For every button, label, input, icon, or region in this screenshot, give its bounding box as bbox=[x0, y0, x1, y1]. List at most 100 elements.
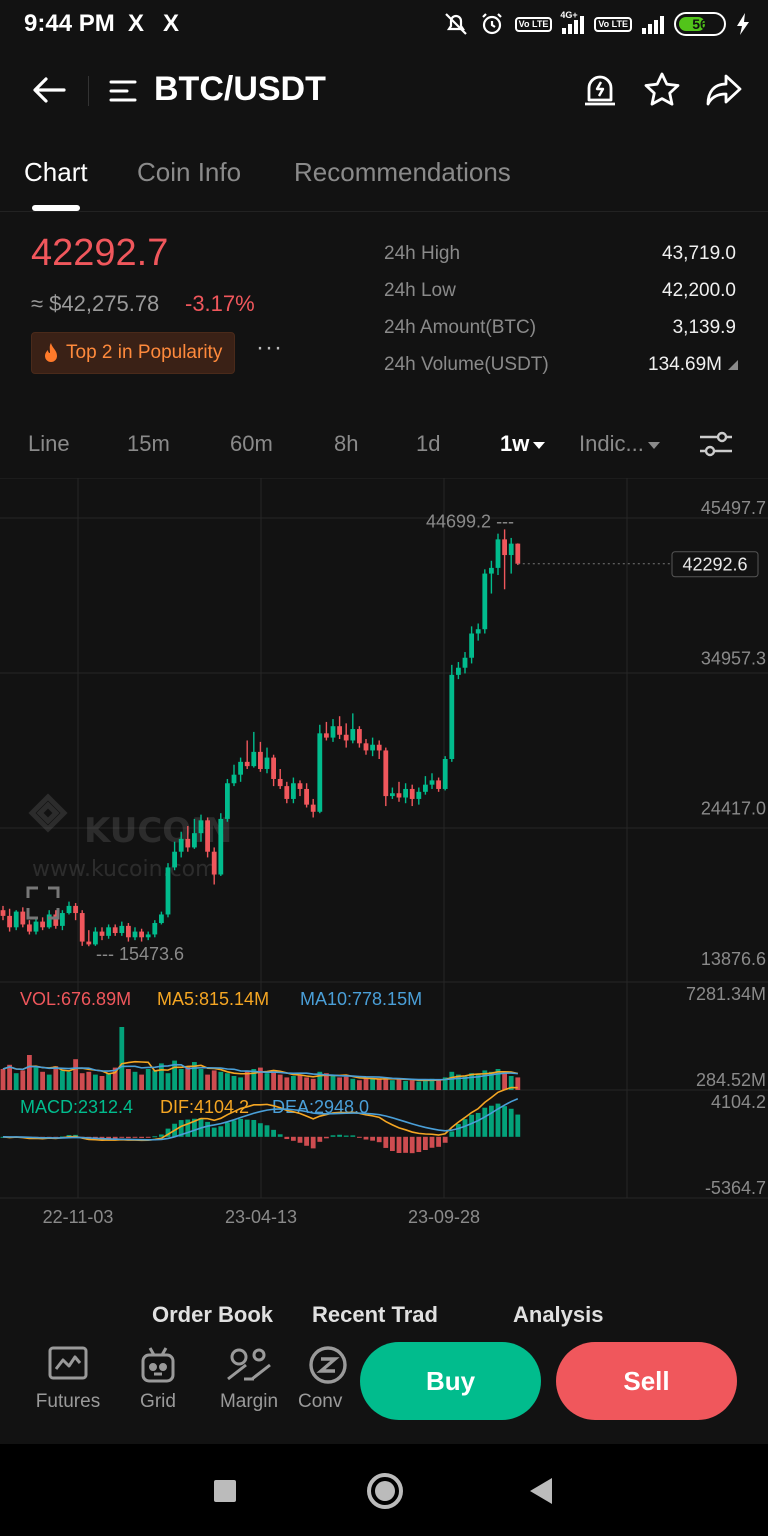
candle-body bbox=[429, 780, 435, 785]
candle-body bbox=[53, 914, 59, 926]
candle-body bbox=[409, 788, 415, 799]
volume-bar bbox=[126, 1069, 131, 1090]
favorite-star-icon[interactable] bbox=[642, 70, 682, 110]
nav-grid[interactable]: Grid bbox=[118, 1345, 198, 1413]
candle-body bbox=[436, 780, 441, 789]
candle-body bbox=[317, 733, 323, 812]
candle-body bbox=[456, 667, 461, 675]
expand-corner-icon[interactable] bbox=[728, 360, 738, 370]
macd-axis-max: 4104.2 bbox=[711, 1092, 766, 1112]
back-arrow-icon[interactable] bbox=[30, 70, 70, 110]
macd-bar bbox=[495, 1103, 501, 1137]
volume-bar bbox=[165, 1073, 171, 1090]
date-label: 23-09-28 bbox=[408, 1207, 480, 1227]
volume-bar bbox=[86, 1071, 92, 1090]
candle-body bbox=[442, 759, 448, 789]
status-icons: Vo LTE 4G+ Vo LTE 56 bbox=[443, 8, 750, 40]
tab-order-book[interactable]: Order Book bbox=[152, 1302, 274, 1327]
candle-body bbox=[66, 905, 72, 914]
tab-analysis[interactable]: Analysis bbox=[513, 1302, 604, 1327]
nav-convert[interactable]: Conv bbox=[290, 1345, 350, 1413]
popularity-badge[interactable]: Top 2 in Popularity bbox=[31, 332, 236, 374]
candle-body bbox=[264, 757, 270, 769]
volume-bar bbox=[20, 1070, 26, 1090]
more-icon[interactable]: ··· bbox=[256, 334, 283, 361]
candle-body bbox=[218, 818, 224, 875]
macd-bar bbox=[145, 1136, 151, 1138]
period-15m[interactable]: 15m bbox=[127, 431, 170, 456]
price-axis-label: 24417.0 bbox=[701, 799, 766, 819]
macd-bar bbox=[178, 1120, 184, 1137]
share-icon[interactable] bbox=[704, 70, 744, 110]
period-line[interactable]: Line bbox=[28, 431, 70, 456]
convert-icon bbox=[309, 1346, 347, 1384]
candlestick-chart[interactable]: KUCOIN www.kucoin.com 45497.7 34957.3 2441… bbox=[0, 478, 768, 1238]
stat-label: 24h Low bbox=[384, 280, 456, 301]
tab-coin-info[interactable]: Coin Info bbox=[137, 157, 242, 187]
macd-bar bbox=[330, 1135, 336, 1137]
menu-icon[interactable] bbox=[108, 76, 138, 106]
macd-bar bbox=[508, 1108, 514, 1137]
candle-body bbox=[211, 851, 217, 875]
active-tab-indicator bbox=[32, 205, 80, 211]
volume-bar bbox=[225, 1073, 230, 1090]
tab-recent-trades[interactable]: Recent Trad bbox=[312, 1302, 438, 1327]
ma5-label: MA5:815.14M bbox=[157, 989, 269, 1009]
sell-button[interactable]: Sell bbox=[556, 1342, 737, 1420]
chart-settings-icon[interactable] bbox=[698, 428, 734, 460]
candle-body bbox=[27, 924, 32, 932]
charging-icon bbox=[737, 13, 749, 35]
volume-bar bbox=[317, 1071, 323, 1090]
tab-chart[interactable]: Chart bbox=[24, 157, 88, 187]
macd-bar bbox=[277, 1134, 283, 1137]
indicators-dropdown[interactable]: Indic... bbox=[579, 431, 660, 457]
volume-bar bbox=[198, 1069, 204, 1090]
candle-body bbox=[20, 911, 26, 925]
candle-body bbox=[192, 833, 197, 848]
volume-bar bbox=[284, 1077, 290, 1090]
candle-body bbox=[383, 750, 389, 797]
volume-bar bbox=[159, 1063, 164, 1090]
candle-body bbox=[284, 786, 290, 799]
nav-margin[interactable]: Margin bbox=[209, 1345, 289, 1413]
volume-bar bbox=[462, 1076, 468, 1090]
volume-bar bbox=[469, 1073, 474, 1090]
candle-body bbox=[343, 734, 349, 741]
candle-body bbox=[99, 931, 105, 936]
volume-bar bbox=[456, 1074, 461, 1090]
current-price-tag bbox=[671, 551, 759, 578]
macd-bar bbox=[126, 1136, 131, 1139]
fullscreen-icon[interactable] bbox=[26, 886, 60, 920]
candle-body bbox=[132, 931, 138, 938]
period-60m[interactable]: 60m bbox=[230, 431, 273, 456]
macd-bar bbox=[205, 1121, 210, 1137]
volume-bar bbox=[264, 1073, 270, 1090]
volume-bar bbox=[251, 1069, 257, 1090]
candle-body bbox=[357, 729, 362, 744]
home-icon[interactable] bbox=[366, 1472, 404, 1510]
alarm-icon bbox=[481, 13, 502, 35]
recents-icon[interactable] bbox=[214, 1480, 236, 1502]
price-alert-icon[interactable] bbox=[580, 70, 620, 110]
macd-bar bbox=[132, 1136, 138, 1138]
nav-futures[interactable]: Futures bbox=[28, 1345, 108, 1413]
volume-bar bbox=[258, 1067, 263, 1090]
low-marker: --- 15473.6 bbox=[96, 944, 184, 964]
pair-title[interactable]: BTC/USDT bbox=[154, 70, 326, 108]
volume-bar bbox=[139, 1074, 144, 1090]
candle-body bbox=[416, 791, 422, 799]
dif-line bbox=[2, 1086, 518, 1142]
volume-bar bbox=[376, 1079, 382, 1090]
vol-label: VOL:676.89M bbox=[20, 989, 131, 1009]
volume-bar bbox=[93, 1074, 98, 1090]
mute-icon bbox=[444, 13, 467, 35]
volume-bar bbox=[502, 1073, 507, 1090]
back-nav-icon[interactable] bbox=[528, 1476, 554, 1506]
macd-bar bbox=[370, 1136, 375, 1141]
period-1d[interactable]: 1d bbox=[416, 431, 441, 456]
tab-recommendations[interactable]: Recommendations bbox=[294, 157, 511, 187]
buy-button[interactable]: Buy bbox=[360, 1342, 541, 1420]
period-1w[interactable]: 1w bbox=[500, 431, 546, 457]
divider bbox=[0, 211, 768, 212]
period-8h[interactable]: 8h bbox=[334, 431, 359, 456]
